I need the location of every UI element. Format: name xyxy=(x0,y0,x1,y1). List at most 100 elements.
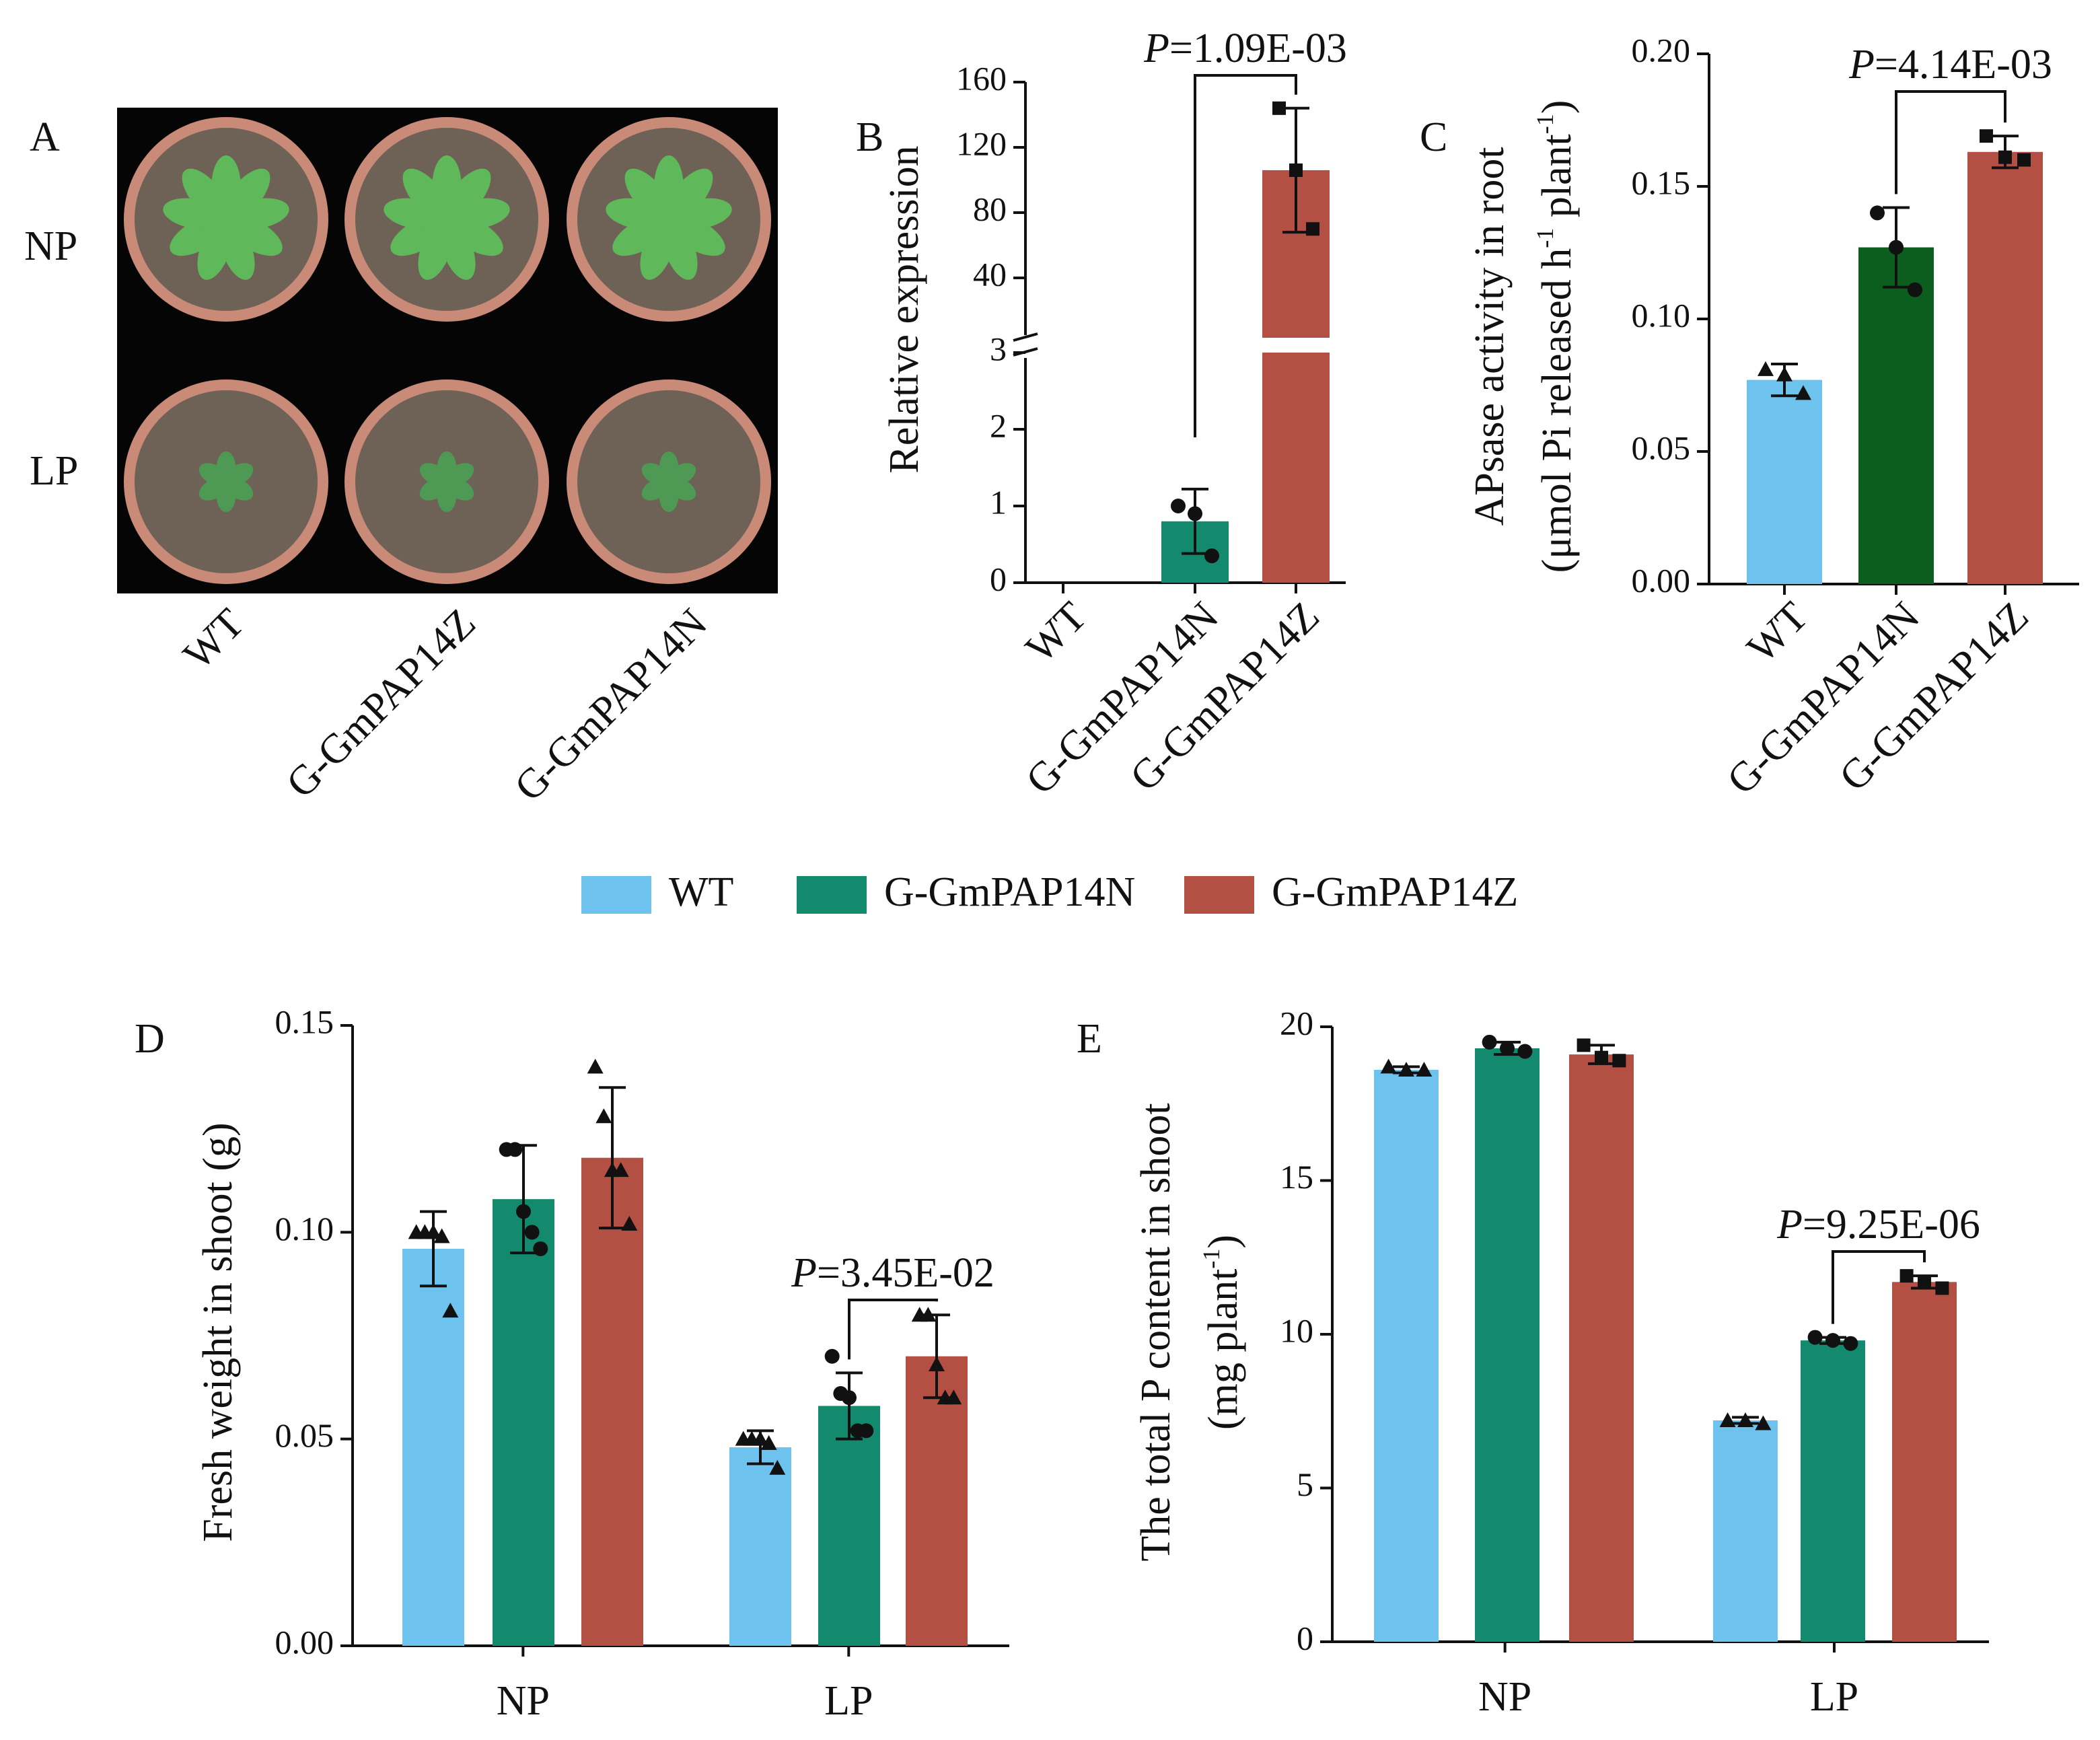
data-point xyxy=(760,1435,777,1450)
panel-label: C xyxy=(1420,114,1447,160)
data-point xyxy=(1289,163,1303,177)
y-tick-label: 15 xyxy=(1280,1158,1313,1196)
data-point xyxy=(524,1225,540,1240)
x-tick-label: LP xyxy=(1810,1674,1858,1720)
error-bar xyxy=(599,1086,626,1230)
y-tick-label: 40 xyxy=(973,255,1007,293)
panel-label: B xyxy=(856,114,883,160)
significance-bracket xyxy=(1895,90,2006,194)
data-point xyxy=(1482,1034,1497,1050)
data-point xyxy=(621,1216,638,1231)
y-tick-label: 0.10 xyxy=(1632,296,1691,334)
data-point xyxy=(1908,282,1922,297)
data-point xyxy=(1737,1412,1753,1427)
data-point xyxy=(433,1228,450,1243)
data-point xyxy=(842,1390,857,1406)
p-value-prefix: P xyxy=(1848,42,1875,87)
data-point xyxy=(612,1162,629,1177)
y-tick-label: 120 xyxy=(956,124,1007,162)
panel-label: D xyxy=(135,1016,165,1062)
legend-swatch xyxy=(797,876,867,914)
error-bar xyxy=(420,1210,447,1288)
y-tick-label: 0 xyxy=(990,560,1007,597)
y-axis-label-part: -1 xyxy=(1198,1249,1225,1269)
x-tick-label: NP xyxy=(497,1678,550,1724)
y-tick-label: 0.00 xyxy=(275,1623,334,1661)
error-bar xyxy=(836,1371,863,1441)
y-axis-label: Relative expression xyxy=(881,145,927,473)
bar xyxy=(818,1406,880,1646)
data-point xyxy=(1272,101,1286,115)
data-point xyxy=(1843,1336,1858,1351)
y-tick-label: 0.15 xyxy=(1632,164,1691,201)
leaf xyxy=(419,463,448,486)
y-axis-label: The total P content in shoot xyxy=(1133,1103,1179,1561)
bar xyxy=(1747,379,1822,584)
y-tick-label: 0.15 xyxy=(275,1003,334,1040)
p-value-text: =1.09E-03 xyxy=(1169,26,1347,71)
p-value: P=3.45E-02 xyxy=(791,1250,994,1296)
x-tick-label: WT xyxy=(1739,593,1817,672)
data-point xyxy=(1935,1281,1949,1295)
y-tick-label: 1 xyxy=(990,483,1007,521)
y-axis-label-part: -1 xyxy=(1531,114,1558,134)
leaf xyxy=(182,168,229,221)
p-value-prefix: P xyxy=(1143,26,1169,71)
error-bar xyxy=(1182,487,1208,555)
data-point xyxy=(1807,1330,1823,1345)
p-value-text: =9.25E-06 xyxy=(1803,1202,1980,1247)
leaf xyxy=(641,463,670,486)
bar xyxy=(1801,1340,1865,1642)
y-tick-label: 0 xyxy=(1297,1619,1313,1657)
data-point xyxy=(769,1459,786,1475)
y-axis-label: (μmol Pi released h-1 plant-1) xyxy=(1531,100,1580,573)
data-point xyxy=(1380,1058,1397,1074)
bar xyxy=(1569,1054,1634,1642)
leaf xyxy=(402,168,450,221)
data-point xyxy=(1825,1333,1840,1348)
leaf xyxy=(624,168,672,221)
bar xyxy=(906,1356,968,1646)
p-value: P=4.14E-03 xyxy=(1848,42,2052,87)
data-point xyxy=(516,1204,531,1219)
data-point xyxy=(533,1241,548,1256)
row-label: NP xyxy=(24,223,77,269)
data-point xyxy=(507,1142,523,1157)
data-point xyxy=(587,1058,604,1074)
x-tick-label: LP xyxy=(824,1678,873,1724)
y-axis-label-part: plant xyxy=(1534,134,1580,227)
data-point xyxy=(1980,129,1993,143)
y-tick-label: 10 xyxy=(1280,1311,1313,1349)
data-point xyxy=(595,1108,612,1124)
data-point xyxy=(1500,1040,1515,1056)
data-point xyxy=(2017,153,2031,167)
data-point xyxy=(1776,366,1793,382)
y-tick-label: 20 xyxy=(1280,1004,1313,1042)
pots xyxy=(124,117,771,584)
x-tick-label: WT xyxy=(1017,593,1095,672)
data-point xyxy=(1416,1061,1433,1077)
x-tick-label: G-GmPAP14Z xyxy=(1831,593,2037,800)
p-value-prefix: P xyxy=(1776,1202,1803,1247)
data-point xyxy=(1870,205,1885,221)
y-axis-label: (mg plant-1) xyxy=(1198,1235,1246,1430)
data-point xyxy=(1306,222,1319,236)
bar xyxy=(402,1248,464,1646)
data-point xyxy=(425,1224,441,1239)
column-label: G-GmPAP14Z xyxy=(278,600,484,807)
column-label: WT xyxy=(175,600,253,678)
bar xyxy=(1475,1048,1540,1642)
p-value: P=9.25E-06 xyxy=(1776,1202,1980,1247)
data-point xyxy=(1517,1044,1533,1059)
bar xyxy=(1858,247,1934,584)
p-value-text: =3.45E-02 xyxy=(817,1250,994,1296)
data-point xyxy=(1719,1412,1736,1427)
data-point xyxy=(752,1430,768,1446)
y-tick-label: 0.05 xyxy=(1632,429,1691,466)
x-tick-label: NP xyxy=(1478,1674,1531,1720)
y-tick-label: 5 xyxy=(1297,1465,1313,1503)
y-axis-label: Fresh weight in shoot (g) xyxy=(195,1122,241,1542)
legend-label: WT xyxy=(669,869,733,915)
row-label: LP xyxy=(30,448,78,494)
y-tick-label: 3 xyxy=(990,330,1007,367)
